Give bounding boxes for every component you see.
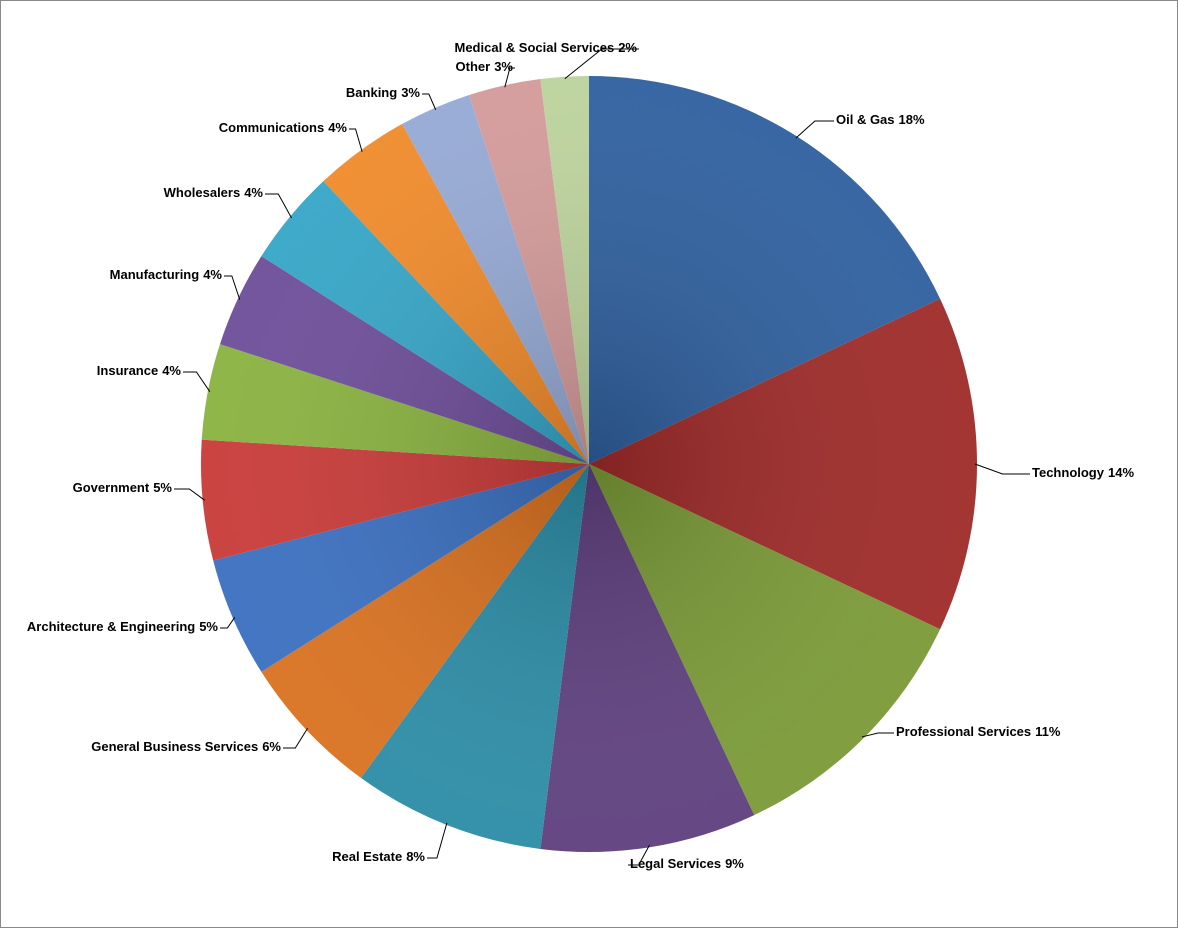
label-category: Medical & Social Services	[455, 40, 615, 55]
label-value: 8%	[406, 849, 425, 864]
label-value: 4%	[203, 267, 222, 282]
leader-line	[283, 727, 309, 749]
label-value: 18%	[899, 112, 925, 127]
label-category: Professional Services	[896, 724, 1031, 739]
leader-line	[795, 120, 834, 139]
data-label: Other 3%	[456, 59, 514, 74]
label-category: General Business Services	[91, 739, 258, 754]
label-value: 4%	[162, 363, 181, 378]
label-value: 4%	[328, 120, 347, 135]
leader-line	[224, 275, 241, 300]
data-label: Oil & Gas 18%	[836, 112, 925, 127]
data-label: Architecture & Engineering 5%	[27, 619, 219, 634]
label-category: Communications	[219, 120, 324, 135]
data-label: Communications 4%	[219, 120, 348, 135]
label-value: 11%	[1035, 724, 1061, 739]
leader-line	[504, 67, 515, 88]
label-category: Technology	[1032, 465, 1105, 480]
leader-line	[349, 128, 363, 152]
label-value: 4%	[244, 185, 263, 200]
leader-line	[861, 732, 894, 738]
leader-line	[974, 463, 1030, 475]
leader-line	[183, 371, 211, 392]
label-category: Architecture & Engineering	[27, 619, 195, 634]
label-category: Insurance	[97, 363, 158, 378]
label-value: 3%	[401, 85, 420, 100]
slices	[200, 76, 977, 852]
data-label: Banking 3%	[346, 85, 421, 100]
leader-line	[174, 488, 206, 501]
label-value: 9%	[725, 856, 744, 871]
label-value: 2%	[618, 40, 637, 55]
label-category: Legal Services	[630, 856, 721, 871]
data-label: Real Estate 8%	[332, 849, 425, 864]
label-value: 5%	[153, 480, 172, 495]
label-category: Manufacturing	[110, 267, 200, 282]
leader-line	[220, 617, 236, 629]
label-value: 6%	[262, 739, 281, 754]
label-category: Government	[73, 480, 150, 495]
label-value: 14%	[1108, 465, 1134, 480]
data-label: Medical & Social Services 2%	[455, 40, 638, 55]
leader-line	[265, 193, 293, 219]
data-label: Government 5%	[73, 480, 173, 495]
leader-line	[564, 48, 639, 80]
label-category: Wholesalers	[164, 185, 241, 200]
label-value: 3%	[494, 59, 513, 74]
data-label: General Business Services 6%	[91, 739, 281, 754]
label-category: Other	[456, 59, 491, 74]
label-category: Real Estate	[332, 849, 402, 864]
label-value: 5%	[199, 619, 218, 634]
label-category: Banking	[346, 85, 397, 100]
label-category: Oil & Gas	[836, 112, 895, 127]
data-label: Professional Services 11%	[896, 724, 1061, 739]
data-label: Insurance 4%	[97, 363, 182, 378]
leader-line	[427, 822, 448, 859]
leader-line	[628, 845, 650, 866]
leader-line	[422, 93, 437, 110]
data-label: Legal Services 9%	[630, 856, 744, 871]
data-label: Wholesalers 4%	[164, 185, 264, 200]
data-label: Manufacturing 4%	[110, 267, 223, 282]
data-label: Technology 14%	[1032, 465, 1134, 480]
